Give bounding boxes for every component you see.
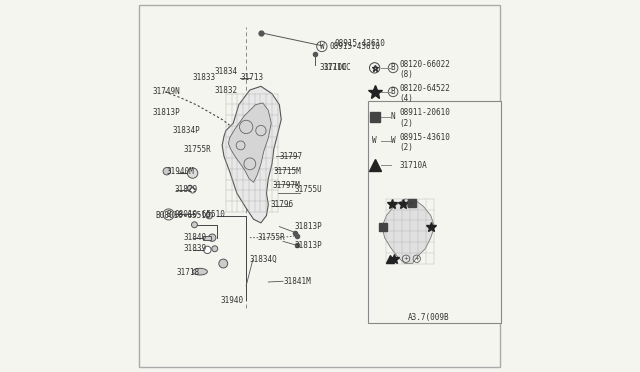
Polygon shape xyxy=(222,86,281,223)
Text: (8): (8) xyxy=(400,70,413,79)
Text: 31715M: 31715M xyxy=(274,167,301,176)
Circle shape xyxy=(163,167,170,175)
Text: 31710C: 31710C xyxy=(320,63,348,72)
Circle shape xyxy=(204,246,211,254)
Circle shape xyxy=(212,246,218,252)
Text: 31797: 31797 xyxy=(280,152,303,161)
Text: 31833: 31833 xyxy=(193,73,216,81)
Text: 31940M: 31940M xyxy=(167,167,195,176)
Text: 31841M: 31841M xyxy=(283,278,311,286)
Text: B: B xyxy=(166,210,171,219)
Text: B: B xyxy=(391,63,396,72)
Circle shape xyxy=(219,259,228,268)
Text: 31755U: 31755U xyxy=(294,185,322,194)
Text: 31813P: 31813P xyxy=(152,108,180,117)
Text: W: W xyxy=(319,42,324,51)
Text: 08120-66022: 08120-66022 xyxy=(400,60,451,69)
Text: 08915-43610: 08915-43610 xyxy=(329,42,380,51)
Text: 31829: 31829 xyxy=(174,185,197,194)
Text: 31755R: 31755R xyxy=(257,233,285,242)
Text: 08915-43610: 08915-43610 xyxy=(400,133,451,142)
Text: 31813P: 31813P xyxy=(294,222,322,231)
Text: 31834Q: 31834Q xyxy=(250,255,278,264)
Circle shape xyxy=(191,222,197,228)
Circle shape xyxy=(209,234,216,241)
Bar xyxy=(368,101,501,323)
Text: A3.7(009B: A3.7(009B xyxy=(408,312,450,321)
Text: +: + xyxy=(414,256,419,261)
Text: 31718: 31718 xyxy=(176,268,199,277)
Ellipse shape xyxy=(193,268,207,275)
Polygon shape xyxy=(228,103,271,182)
Text: N: N xyxy=(391,112,396,121)
Text: B: B xyxy=(391,87,396,96)
Circle shape xyxy=(188,168,198,178)
Circle shape xyxy=(190,188,195,193)
Text: +: + xyxy=(372,65,378,71)
Text: 31832: 31832 xyxy=(215,86,238,94)
Text: 08120-64522: 08120-64522 xyxy=(400,84,451,93)
Text: 31710C: 31710C xyxy=(324,63,351,72)
Text: 31749N: 31749N xyxy=(152,87,180,96)
Text: (2): (2) xyxy=(400,143,413,152)
Text: 31755R: 31755R xyxy=(184,145,211,154)
Text: 31834P: 31834P xyxy=(172,126,200,135)
Text: 08010-65510: 08010-65510 xyxy=(175,210,226,219)
Text: 31834: 31834 xyxy=(215,67,238,76)
Bar xyxy=(203,236,211,240)
Text: W: W xyxy=(391,137,396,145)
Text: 31840: 31840 xyxy=(184,233,207,242)
Text: (4): (4) xyxy=(400,94,413,103)
Polygon shape xyxy=(382,199,435,263)
Text: 08911-20610: 08911-20610 xyxy=(400,108,451,118)
Text: 31710A: 31710A xyxy=(400,161,428,170)
Text: (2): (2) xyxy=(400,119,413,128)
Text: 31940: 31940 xyxy=(220,296,243,305)
Text: 31813P: 31813P xyxy=(294,241,322,250)
Text: 31713: 31713 xyxy=(241,73,264,81)
Text: B08010-65510: B08010-65510 xyxy=(156,211,211,220)
Circle shape xyxy=(188,185,193,190)
Text: +: + xyxy=(408,201,413,206)
Text: +: + xyxy=(404,256,408,261)
Circle shape xyxy=(206,212,212,219)
Text: 08915-43610: 08915-43610 xyxy=(335,39,386,48)
Text: 31796: 31796 xyxy=(270,200,293,209)
Text: W: W xyxy=(372,137,377,145)
Text: 31797M: 31797M xyxy=(272,182,300,190)
Text: 31839: 31839 xyxy=(184,244,207,253)
